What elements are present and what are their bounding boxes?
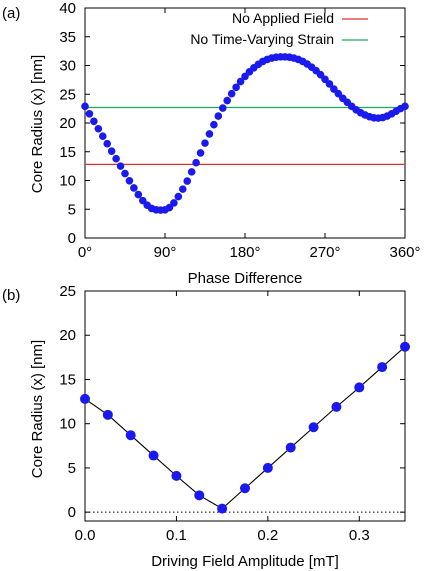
data-point (112, 154, 120, 163)
panel-a-plot-area: 0° 90° 180° 270° 360° 0 5 10 15 20 25 30 35 40 (59, 0, 420, 261)
x-tick-label: 180° (229, 244, 260, 261)
panel-a-ticks: 0° 90° 180° 270° 360° 0 5 10 15 20 25 30 35 40 (59, 0, 420, 261)
x-tick-label: 0.2 (257, 527, 278, 544)
data-point (170, 199, 178, 207)
data-point (232, 83, 240, 92)
data-point (102, 409, 113, 420)
data-point (183, 177, 192, 185)
panel-b-label: (b) (2, 287, 20, 304)
panel-b-plot-area: 0.0 0.1 0.2 0.3 0 5 10 15 20 25 (59, 283, 410, 544)
data-point (134, 190, 143, 199)
data-point (148, 450, 159, 461)
panel-a: (a) Core Radius (x) [nm] Phase Differenc… (2, 0, 421, 287)
data-point (201, 139, 209, 147)
y-tick-label: 25 (59, 86, 76, 103)
data-point (103, 139, 112, 148)
y-tick-label: 10 (59, 416, 76, 433)
y-tick-label: 40 (59, 0, 76, 17)
data-point (308, 422, 319, 433)
y-tick-label: 20 (59, 327, 76, 344)
panel-b-frame (84, 290, 406, 522)
panel-b: (b) Core Radius (x) [nm] Driving Field A… (2, 283, 410, 570)
panel-a-reference-lines (85, 106, 405, 165)
data-point (214, 112, 223, 120)
data-point (223, 96, 232, 105)
y-tick-label: 15 (59, 144, 76, 161)
data-point (81, 102, 89, 111)
panel-b-ticks: 0.0 0.1 0.2 0.3 0 5 10 15 20 25 (59, 283, 405, 544)
data-point (400, 341, 410, 352)
data-point (98, 132, 107, 141)
y-tick-label: 35 (59, 29, 76, 46)
y-tick-label: 10 (59, 173, 76, 190)
data-point (130, 184, 138, 192)
y-tick-label: 5 (68, 201, 76, 218)
y-tick-label: 5 (68, 460, 76, 477)
x-tick-label: 0.0 (75, 527, 96, 544)
legend-no-field-label: No Applied Field (232, 10, 334, 26)
data-point (125, 430, 136, 441)
data-point (125, 176, 134, 185)
panel-b-points (80, 341, 410, 514)
data-point (196, 149, 205, 157)
data-point (377, 362, 388, 373)
y-tick-label: 0 (68, 504, 76, 521)
x-tick-label: 360° (389, 244, 420, 261)
panel-b-xlabel: Driving Field Amplitude [mT] (151, 553, 339, 570)
data-point (331, 401, 342, 412)
data-point (94, 124, 103, 133)
data-point (178, 185, 187, 193)
data-point (240, 483, 250, 494)
legend-no-strain-label: No Time-Varying Strain (190, 31, 334, 47)
panel-a-label: (a) (2, 5, 20, 22)
data-point (85, 110, 94, 118)
panel-a-points (81, 53, 409, 214)
panel-a-ylabel: Core Radius (x) [nm] (29, 55, 46, 193)
data-point (174, 192, 183, 201)
panel-b-ylabel: Core Radius (x) [nm] (29, 340, 46, 478)
y-tick-label: 30 (59, 58, 76, 75)
data-point (205, 130, 214, 138)
data-point (217, 503, 228, 514)
data-point (80, 393, 90, 404)
data-point (401, 102, 409, 111)
panel-a-legend: No Applied Field No Time-Varying Strain (190, 10, 368, 47)
data-point (262, 462, 273, 473)
data-point (354, 382, 365, 393)
data-point (121, 169, 129, 178)
data-point (192, 158, 200, 167)
y-tick-label: 20 (59, 115, 76, 132)
y-tick-label: 25 (59, 283, 76, 300)
y-tick-label: 15 (59, 371, 76, 388)
data-point (210, 120, 218, 129)
data-point (90, 117, 98, 126)
data-point (194, 490, 205, 501)
data-point (285, 442, 296, 453)
x-tick-label: 270° (309, 244, 340, 261)
data-point (116, 162, 125, 170)
data-point (107, 147, 116, 155)
data-point (218, 104, 227, 112)
panel-a-xlabel: Phase Difference (188, 270, 303, 287)
x-tick-label: 90° (154, 244, 177, 261)
data-point (227, 89, 236, 98)
x-tick-label: 0.3 (349, 527, 370, 544)
y-tick-label: 0 (68, 230, 76, 247)
data-point (171, 470, 182, 481)
data-point (325, 80, 334, 88)
data-point (187, 168, 196, 176)
x-tick-label: 0.1 (166, 527, 187, 544)
data-point (236, 77, 245, 86)
x-tick-label: 0° (78, 244, 92, 261)
